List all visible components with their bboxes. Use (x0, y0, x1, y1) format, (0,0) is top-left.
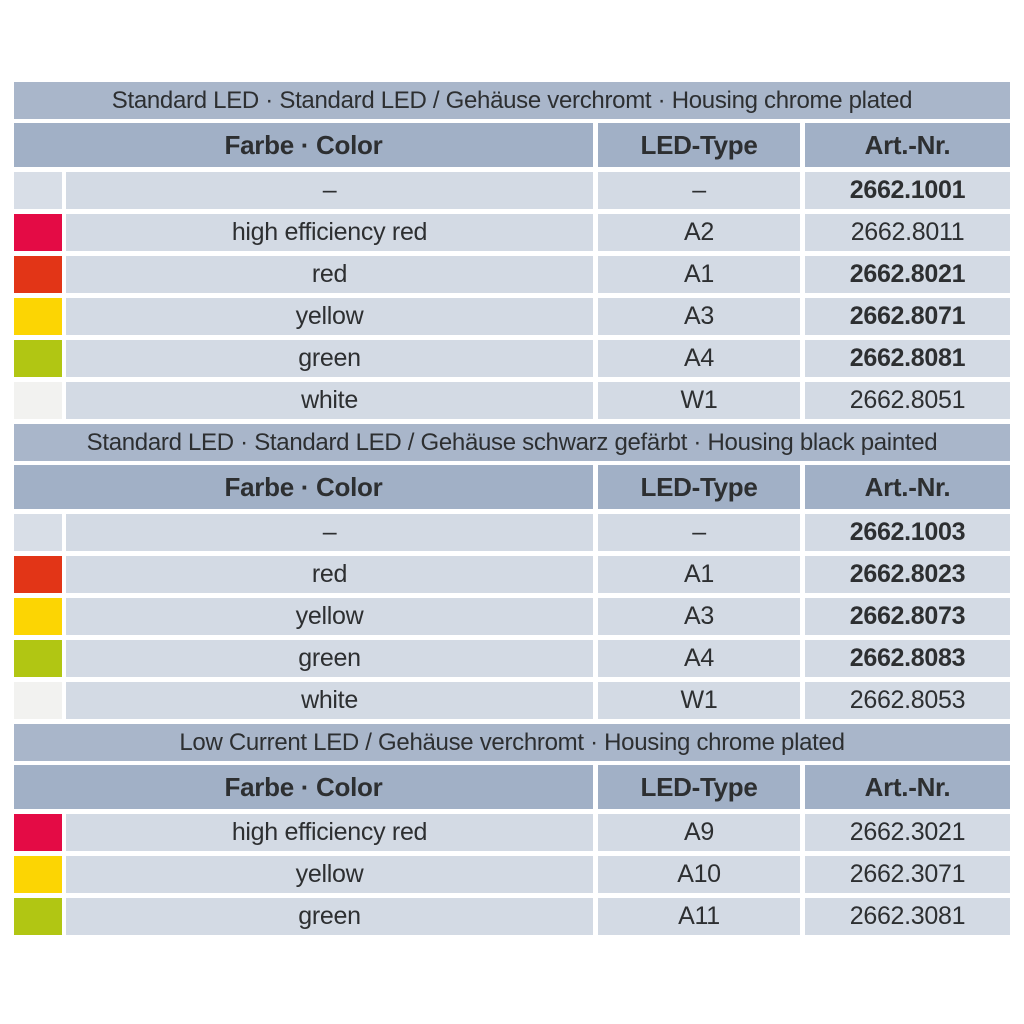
art-nr-cell: 2662.8083 (805, 640, 1010, 677)
color-swatch-green (14, 640, 62, 677)
color-name-cell: red (66, 256, 593, 293)
color-swatch-green (14, 898, 62, 935)
led-type-cell: – (598, 172, 800, 209)
color-name-cell: high efficiency red (66, 814, 593, 851)
color-swatch-yellow (14, 298, 62, 335)
color-name-cell: green (66, 898, 593, 935)
table-header-row: Farbe · Color LED-Type Art.-Nr. (14, 465, 1010, 509)
color-swatch-red (14, 556, 62, 593)
led-type-cell: A9 (598, 814, 800, 851)
led-type-cell: A11 (598, 898, 800, 935)
art-nr-cell: 2662.8081 (805, 340, 1010, 377)
color-swatch-white (14, 382, 62, 419)
table-row: green A4 2662.8083 (14, 640, 1010, 677)
color-swatch-blank (14, 514, 62, 551)
color-swatch-high-efficiency-red (14, 814, 62, 851)
table-header-row: Farbe · Color LED-Type Art.-Nr. (14, 123, 1010, 167)
table-row: – – 2662.1001 (14, 172, 1010, 209)
color-name-cell: – (66, 172, 593, 209)
color-swatch-white (14, 682, 62, 719)
column-header-art-nr: Art.-Nr. (805, 465, 1010, 509)
led-type-cell: A10 (598, 856, 800, 893)
table-title: Standard LED · Standard LED / Gehäuse sc… (14, 424, 1010, 461)
table-row: green A11 2662.3081 (14, 898, 1010, 935)
color-name-cell: white (66, 682, 593, 719)
table-row: – – 2662.1003 (14, 514, 1010, 551)
color-name-cell: yellow (66, 598, 593, 635)
table-title: Standard LED · Standard LED / Gehäuse ve… (14, 82, 1010, 119)
table-row: yellow A10 2662.3071 (14, 856, 1010, 893)
art-nr-cell: 2662.3071 (805, 856, 1010, 893)
color-swatch-yellow (14, 598, 62, 635)
art-nr-cell: 2662.1001 (805, 172, 1010, 209)
table-row: yellow A3 2662.8073 (14, 598, 1010, 635)
color-swatch-green (14, 340, 62, 377)
color-name-cell: green (66, 640, 593, 677)
led-type-cell: – (598, 514, 800, 551)
led-type-cell: A1 (598, 256, 800, 293)
column-header-led-type: LED-Type (598, 765, 800, 809)
color-name-cell: white (66, 382, 593, 419)
art-nr-cell: 2662.8021 (805, 256, 1010, 293)
led-type-cell: A2 (598, 214, 800, 251)
color-name-cell: yellow (66, 298, 593, 335)
color-name-cell: – (66, 514, 593, 551)
table-low-current-led-chrome: Low Current LED / Gehäuse verchromt · Ho… (14, 724, 1010, 935)
table-row: white W1 2662.8051 (14, 382, 1010, 419)
color-swatch-blank (14, 172, 62, 209)
led-catalog-tables: Standard LED · Standard LED / Gehäuse ve… (14, 82, 1010, 940)
column-header-farbe-color: Farbe · Color (14, 465, 593, 509)
column-header-farbe-color: Farbe · Color (14, 765, 593, 809)
column-header-art-nr: Art.-Nr. (805, 765, 1010, 809)
column-header-farbe-color: Farbe · Color (14, 123, 593, 167)
table-header-row: Farbe · Color LED-Type Art.-Nr. (14, 765, 1010, 809)
led-type-cell: W1 (598, 682, 800, 719)
table-row: high efficiency red A2 2662.8011 (14, 214, 1010, 251)
table-row: red A1 2662.8023 (14, 556, 1010, 593)
art-nr-cell: 2662.8011 (805, 214, 1010, 251)
led-type-cell: A3 (598, 298, 800, 335)
color-swatch-red (14, 256, 62, 293)
table-row: high efficiency red A9 2662.3021 (14, 814, 1010, 851)
led-type-cell: A1 (598, 556, 800, 593)
table-standard-led-chrome: Standard LED · Standard LED / Gehäuse ve… (14, 82, 1010, 419)
color-name-cell: red (66, 556, 593, 593)
table-standard-led-black: Standard LED · Standard LED / Gehäuse sc… (14, 424, 1010, 719)
led-type-cell: A4 (598, 640, 800, 677)
table-title: Low Current LED / Gehäuse verchromt · Ho… (14, 724, 1010, 761)
column-header-led-type: LED-Type (598, 123, 800, 167)
table-row: white W1 2662.8053 (14, 682, 1010, 719)
art-nr-cell: 2662.8071 (805, 298, 1010, 335)
column-header-led-type: LED-Type (598, 465, 800, 509)
table-row: red A1 2662.8021 (14, 256, 1010, 293)
led-type-cell: A4 (598, 340, 800, 377)
color-name-cell: green (66, 340, 593, 377)
led-type-cell: A3 (598, 598, 800, 635)
art-nr-cell: 2662.8023 (805, 556, 1010, 593)
column-header-art-nr: Art.-Nr. (805, 123, 1010, 167)
art-nr-cell: 2662.8053 (805, 682, 1010, 719)
table-row: green A4 2662.8081 (14, 340, 1010, 377)
art-nr-cell: 2662.8051 (805, 382, 1010, 419)
led-type-cell: W1 (598, 382, 800, 419)
color-name-cell: yellow (66, 856, 593, 893)
color-swatch-high-efficiency-red (14, 214, 62, 251)
table-row: yellow A3 2662.8071 (14, 298, 1010, 335)
art-nr-cell: 2662.1003 (805, 514, 1010, 551)
color-name-cell: high efficiency red (66, 214, 593, 251)
color-swatch-yellow (14, 856, 62, 893)
art-nr-cell: 2662.3081 (805, 898, 1010, 935)
art-nr-cell: 2662.8073 (805, 598, 1010, 635)
art-nr-cell: 2662.3021 (805, 814, 1010, 851)
